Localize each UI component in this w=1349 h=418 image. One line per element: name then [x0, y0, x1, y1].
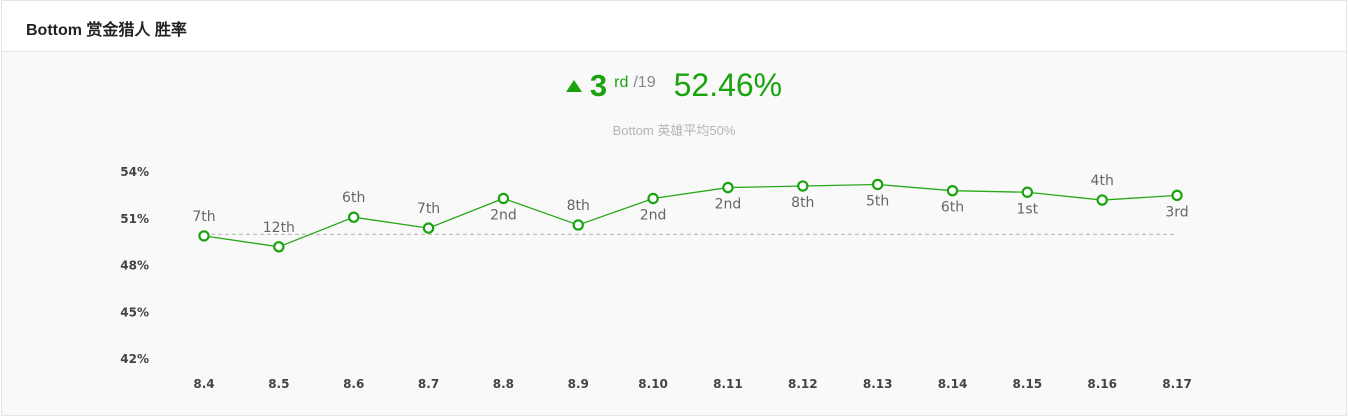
- data-point: [497, 192, 510, 205]
- point-rank-label: 6th: [941, 200, 964, 216]
- point-rank-label: 2nd: [715, 197, 742, 213]
- x-tick-label: 8.5: [268, 377, 289, 391]
- x-tick-label: 8.16: [1087, 377, 1117, 391]
- x-tick-label: 8.11: [713, 377, 743, 391]
- data-point: [1171, 189, 1183, 202]
- rank-summary: 3 rd /19 52.46%: [2, 67, 1346, 104]
- rank-suffix: rd: [614, 74, 629, 91]
- x-tick-label: 8.15: [1013, 377, 1043, 391]
- x-tick-label: 8.10: [638, 377, 668, 391]
- win-rate-value: 52.46%: [673, 67, 783, 103]
- triangle-up-icon: [565, 80, 582, 92]
- data-point: [1096, 194, 1108, 206]
- point-rank-label: 6th: [342, 190, 365, 206]
- rank-total: /19: [633, 74, 656, 91]
- data-point: [946, 184, 959, 197]
- x-tick-label: 8.12: [788, 377, 818, 391]
- data-point: [198, 230, 210, 242]
- data-point: [797, 180, 809, 192]
- point-rank-label: 12th: [263, 220, 295, 236]
- y-tick-label: 51%: [120, 212, 149, 226]
- y-tick-label: 54%: [120, 165, 149, 179]
- data-point: [722, 181, 734, 194]
- x-tick-label: 8.13: [863, 377, 893, 391]
- point-rank-label: 1st: [1016, 201, 1038, 217]
- x-tick-label: 8.14: [938, 377, 968, 391]
- data-point: [647, 192, 659, 205]
- data-point: [1021, 186, 1034, 198]
- x-tick-label: 8.7: [418, 377, 439, 391]
- rank-summary-row: 3 rd /19 52.46%: [565, 67, 783, 104]
- point-rank-label: 8th: [567, 198, 590, 214]
- point-rank-label: 5th: [866, 193, 889, 209]
- win-rate-series-line: [203, 183, 1178, 248]
- point-rank-label: 4th: [1091, 173, 1114, 189]
- panel-header: Bottom 赏金猎人 胜率: [2, 1, 1346, 52]
- data-point: [422, 222, 435, 234]
- point-rank-label: 7th: [417, 201, 440, 217]
- x-tick-label: 8.6: [343, 377, 364, 391]
- y-tick-label: 45%: [120, 305, 149, 319]
- x-tick-label: 8.9: [568, 377, 589, 391]
- data-point: [871, 178, 884, 191]
- point-rank-label: 2nd: [490, 207, 517, 223]
- y-tick-label: 48%: [120, 259, 149, 273]
- point-rank-label: 2nd: [640, 207, 667, 223]
- data-point: [348, 211, 360, 223]
- x-tick-label: 8.8: [493, 377, 514, 391]
- x-tick-label: 8.17: [1162, 377, 1192, 391]
- y-tick-label: 42%: [120, 352, 149, 366]
- point-rank-label: 3rd: [1165, 204, 1188, 220]
- panel-title: Bottom 赏金猎人 胜率: [26, 22, 187, 39]
- data-point: [572, 219, 584, 231]
- x-tick-label: 8.4: [193, 377, 214, 391]
- data-point: [273, 241, 285, 253]
- average-note: Bottom 英雄平均50%: [612, 123, 736, 138]
- rank-value: 3: [589, 68, 608, 103]
- point-rank-label: 7th: [192, 209, 215, 225]
- point-rank-label: 8th: [791, 195, 814, 211]
